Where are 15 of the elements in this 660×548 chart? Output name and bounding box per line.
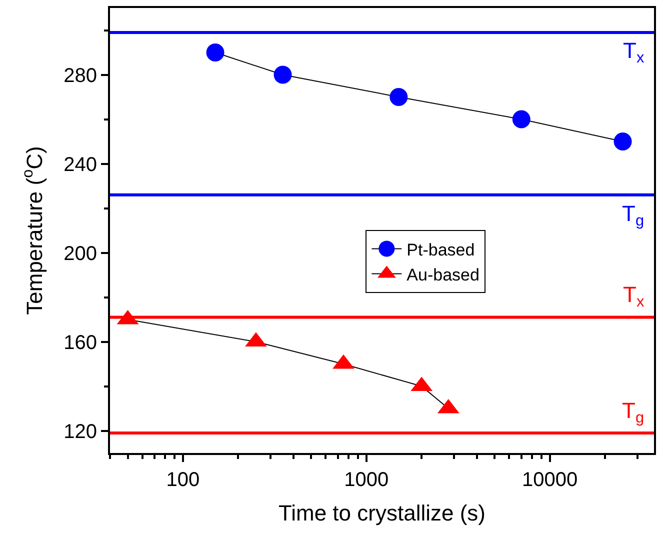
ref-line-label: T$_{g}$ — [622, 398, 644, 427]
y-tick-label: 120 — [64, 420, 97, 443]
y-tick-label: 280 — [64, 64, 97, 87]
ref-line-label: T$_{x}$ — [623, 38, 644, 67]
y-tick-label: 240 — [64, 154, 97, 176]
legend-label: Au-based — [406, 265, 480, 284]
ref-line-label: T$_{x}$ — [623, 282, 644, 311]
y-tick-label: 160 — [64, 332, 97, 354]
x-tick-label: 100 — [166, 469, 200, 491]
y-tick-label: 200 — [64, 242, 97, 265]
x-tick-label: 1000 — [344, 469, 389, 491]
x-axis-title: Time to crystallize (s) — [278, 500, 486, 526]
x-tick-label: 10000 — [522, 469, 578, 491]
ref-line-label: T$_{g}$ — [622, 201, 644, 230]
legend-label: Pt-based — [406, 240, 475, 260]
